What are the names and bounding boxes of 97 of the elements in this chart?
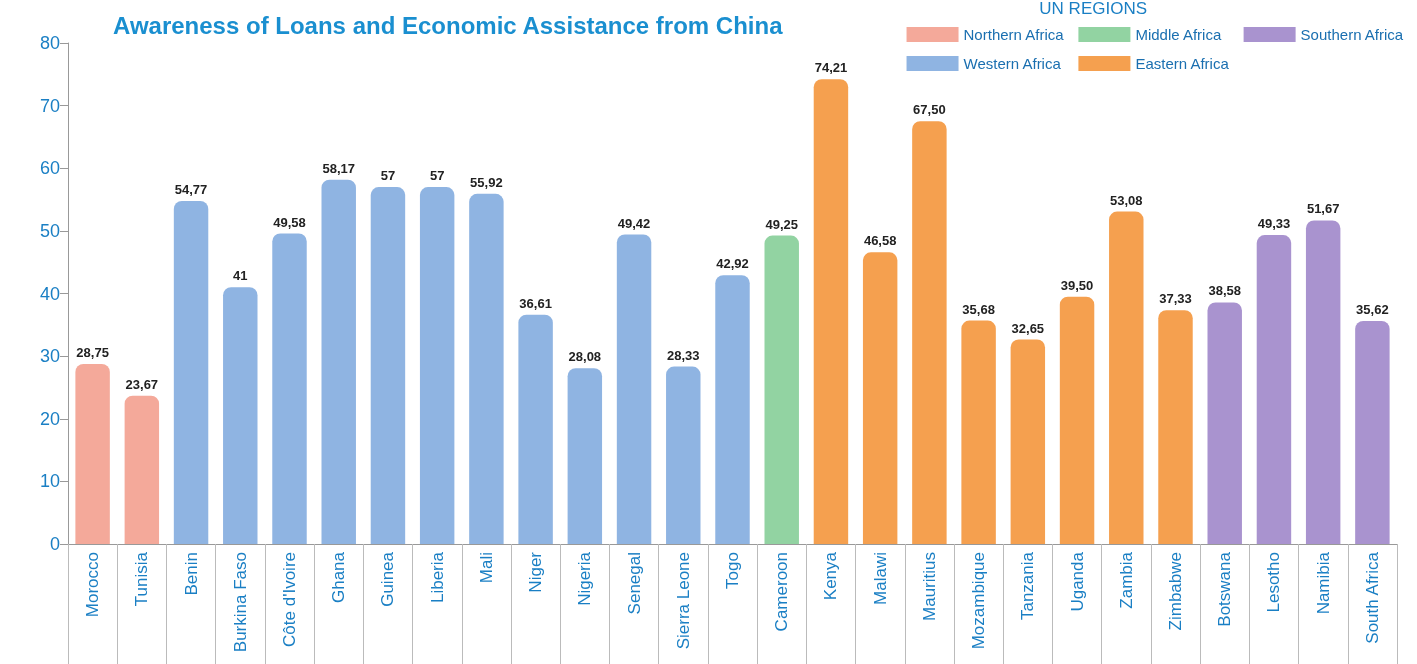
data-label: 49,58	[273, 214, 306, 230]
data-label: 53,08	[1110, 192, 1143, 208]
bar	[1059, 296, 1095, 544]
data-label: 46,58	[863, 233, 897, 249]
bar	[764, 235, 799, 544]
data-label: 58,17	[322, 160, 355, 176]
y-tick-label: 40	[39, 283, 60, 304]
legend-label: Eastern Africa	[1135, 55, 1230, 72]
y-tick-label: 60	[39, 158, 60, 179]
x-tick-label: Uganda	[1067, 551, 1087, 612]
x-tick-label: Mozambique	[969, 552, 989, 650]
data-label: 42,92	[716, 256, 749, 272]
x-tick-label: Mali	[476, 552, 496, 584]
data-label: 49,42	[617, 215, 651, 231]
y-tick-label: 50	[39, 220, 60, 241]
data-label: 41	[233, 268, 248, 284]
data-label: 49,33	[1257, 216, 1291, 232]
bar	[370, 187, 406, 544]
x-tick-label: Mauritius	[919, 552, 939, 621]
bar	[223, 287, 258, 544]
bar	[75, 363, 110, 544]
x-tick-label: Tanzania	[1018, 551, 1038, 621]
y-tick-label: 20	[39, 408, 60, 429]
bar	[567, 368, 603, 544]
data-label: 32,65	[1011, 320, 1045, 336]
bar	[666, 366, 701, 544]
data-label: 23,67	[125, 376, 159, 392]
bar	[1010, 339, 1046, 544]
bar	[518, 314, 553, 544]
legend-title: UN REGIONS	[1039, 0, 1148, 18]
data-label: 57	[380, 168, 396, 184]
x-tick-label: Tunisia	[132, 551, 152, 607]
bar	[1109, 211, 1144, 544]
x-tick-label: Zimbabwe	[1166, 552, 1185, 631]
data-label: 28,33	[667, 347, 700, 363]
x-tick-label: Nigeria	[575, 551, 595, 606]
y-tick-label: 80	[39, 33, 60, 53]
data-label: 67,50	[913, 102, 946, 118]
bar	[419, 187, 455, 544]
legend-label: Northern Africa	[963, 26, 1065, 43]
bar	[862, 252, 898, 544]
bar	[321, 179, 356, 544]
bar	[173, 201, 209, 544]
x-tick-label: Cameroon	[772, 552, 792, 632]
x-tick-label: Ghana	[329, 551, 349, 604]
x-tick-label: Guinea	[378, 551, 398, 607]
data-label: 35,62	[1356, 301, 1389, 317]
x-tick-label: Sierra Leone	[673, 552, 693, 650]
x-tick-label: Malawi	[870, 552, 890, 605]
bar	[1158, 310, 1193, 544]
legend-label: Southern Africa	[1300, 26, 1404, 43]
bar	[1305, 220, 1341, 544]
y-tick-label: 10	[39, 471, 60, 492]
bar	[124, 395, 160, 544]
x-tick-label: Senegal	[624, 552, 644, 615]
data-label: 54,77	[174, 182, 208, 197]
data-label: 36,61	[519, 295, 552, 311]
data-label: 37,33	[1159, 291, 1192, 307]
x-tick-label: Côte d'Ivoire	[280, 552, 299, 647]
legend-label: Western Africa	[963, 55, 1062, 72]
data-label: 39,50	[1060, 277, 1094, 293]
y-tick-label: 0	[49, 534, 60, 554]
x-tick-label: Togo	[723, 552, 742, 589]
data-label: 38,58	[1208, 283, 1241, 299]
x-tick-label: Namibia	[1313, 551, 1333, 615]
data-label: 57	[429, 168, 445, 184]
y-tick-label: 70	[39, 95, 60, 116]
chart-title: Awareness of Loans and Economic Assistance from China	[113, 11, 784, 39]
legend-label: Middle Africa	[1135, 26, 1222, 43]
x-tick-label: Lesotho	[1264, 552, 1284, 613]
data-label: 51,67	[1306, 201, 1340, 217]
bar	[272, 233, 307, 544]
data-label: 28,08	[568, 349, 602, 365]
x-tick-label: Benin	[181, 552, 201, 596]
bar	[1355, 320, 1390, 544]
x-tick-label: Burkina Faso	[230, 552, 250, 653]
bar	[1256, 235, 1292, 544]
x-tick-label: Zambia	[1116, 551, 1136, 609]
x-tick-label: Morocco	[83, 552, 103, 618]
data-label: 55,92	[470, 174, 503, 190]
y-tick-label: 30	[39, 346, 60, 367]
bar	[715, 275, 750, 544]
x-tick-label: Kenya	[821, 551, 841, 601]
bar	[1207, 302, 1242, 544]
data-label: 49,25	[765, 216, 798, 232]
bar	[912, 121, 947, 544]
data-label: 74,21	[814, 60, 848, 76]
bar	[469, 193, 504, 544]
bar	[616, 234, 652, 544]
x-tick-label: South Africa	[1362, 551, 1382, 644]
x-tick-label: Liberia	[427, 551, 447, 604]
x-tick-label: Niger	[526, 551, 546, 593]
x-tick-label: Botswana	[1215, 551, 1235, 627]
data-label: 28,75	[76, 344, 109, 360]
data-label: 35,68	[962, 301, 995, 317]
bar	[961, 320, 996, 544]
bar	[813, 79, 849, 544]
